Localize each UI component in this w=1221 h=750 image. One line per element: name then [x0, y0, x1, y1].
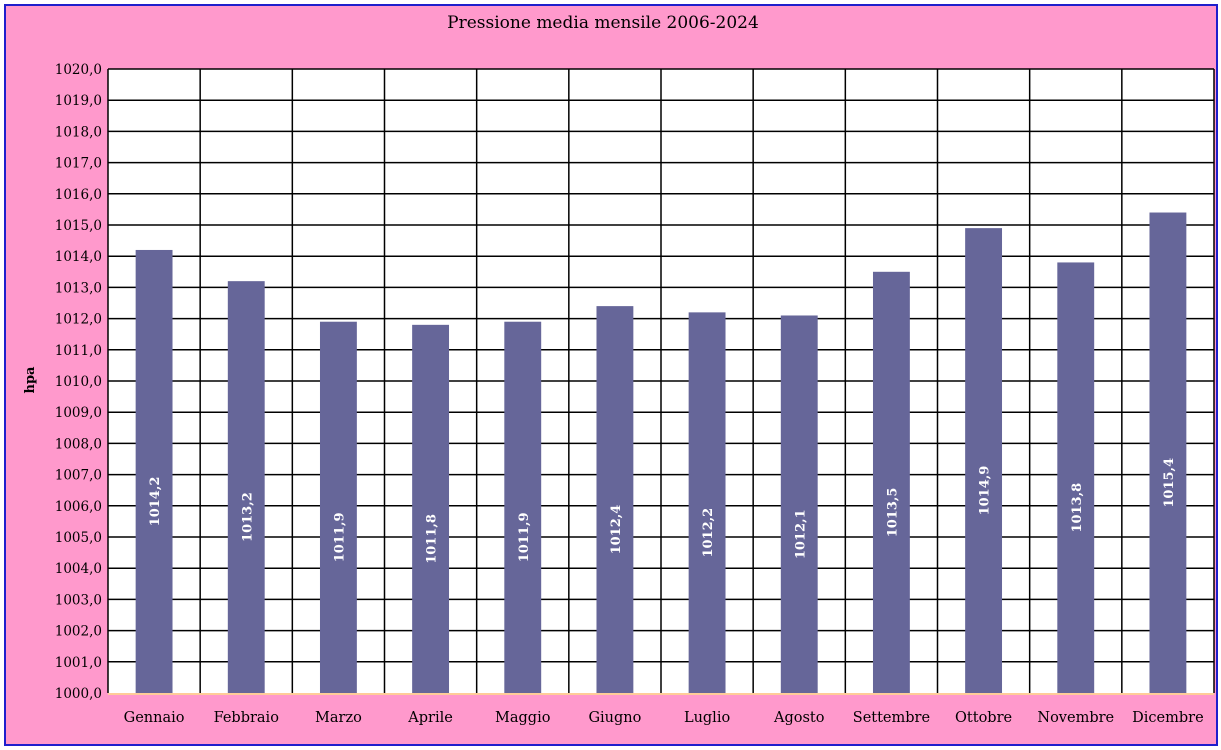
x-tick-label: Giugno [588, 710, 641, 726]
bar [1057, 262, 1095, 693]
y-tick-label: 1015,0 [55, 218, 102, 234]
x-tick-labels: Gennaio Febbraio Marzo Aprile Maggio Giugno Lu… [124, 710, 1204, 726]
chart-title: Pressione media mensile 2006-2024 [447, 13, 759, 33]
y-tick-label: 1006,0 [55, 499, 102, 515]
y-tick-label: 1011,0 [55, 343, 102, 359]
x-tick-label: Marzo [315, 710, 362, 726]
bar [688, 312, 726, 693]
bar-data-label: 1013,8 [1070, 483, 1085, 533]
x-tick-label: Febbraio [214, 710, 279, 726]
bar [1149, 212, 1187, 693]
y-tick-label: 1002,0 [55, 624, 102, 640]
x-tick-label: Settembre [853, 710, 930, 726]
bar [596, 306, 634, 693]
bar-data-label: 1014,9 [978, 466, 993, 516]
x-tick-label: Novembre [1037, 710, 1114, 726]
bar-data-label: 1013,5 [885, 488, 900, 538]
y-tick-label: 1020,0 [55, 62, 102, 78]
x-tick-label: Gennaio [124, 710, 185, 726]
bar [872, 271, 910, 693]
data-labels-layer: 1014,2 1013,2 1011,9 1011,8 1011,9 1012,4 1012… [148, 458, 1177, 564]
bar-data-label: 1011,8 [425, 514, 440, 564]
x-tick-label: Dicembre [1132, 710, 1204, 726]
y-tick-label: 1007,0 [55, 468, 102, 484]
x-tick-label: Agosto [773, 710, 824, 726]
y-tick-label: 1000,0 [55, 686, 102, 702]
bar [319, 321, 357, 693]
y-axis-label: hpa [23, 366, 38, 394]
bar [412, 324, 450, 693]
chart-svg: Pressione media mensile 2006-2024 hpa 10… [23, 13, 1215, 726]
y-tick-label: 1018,0 [55, 124, 102, 140]
bar-data-label: 1011,9 [517, 512, 532, 562]
bar-data-label: 1014,2 [148, 477, 163, 527]
y-tick-label: 1014,0 [55, 249, 102, 265]
bar [135, 249, 173, 693]
x-tick-label: Maggio [495, 710, 550, 726]
y-tick-label: 1017,0 [55, 156, 102, 172]
y-tick-label: 1009,0 [55, 405, 102, 421]
y-tick-label: 1019,0 [55, 93, 102, 109]
y-tick-label: 1004,0 [55, 561, 102, 577]
bar-data-label: 1015,4 [1162, 458, 1177, 508]
x-tick-label: Ottobre [955, 710, 1012, 726]
bar-data-label: 1012,1 [793, 509, 808, 559]
y-tick-label: 1010,0 [55, 374, 102, 390]
y-tick-label: 1003,0 [55, 592, 102, 608]
bars-layer [135, 212, 1187, 693]
bar [780, 315, 818, 693]
y-tick-label: 1013,0 [55, 280, 102, 296]
y-tick-label: 1012,0 [55, 312, 102, 328]
bar-data-label: 1012,2 [701, 508, 716, 558]
x-tick-label: Luglio [684, 710, 730, 726]
chart-frame: Pressione media mensile 2006-2024 hpa 10… [4, 4, 1218, 746]
x-tick-label: Aprile [407, 710, 453, 726]
y-tick-labels: 1000,0 1001,0 1002,0 1003,0 1004,0 1005,0 1006… [55, 62, 102, 702]
y-tick-label: 1008,0 [55, 436, 102, 452]
bar-data-label: 1013,2 [240, 492, 255, 542]
y-tick-label: 1001,0 [55, 655, 102, 671]
bar [504, 321, 542, 693]
bar-data-label: 1012,4 [609, 505, 624, 555]
y-tick-label: 1005,0 [55, 530, 102, 546]
bar [227, 281, 265, 693]
bar-data-label: 1011,9 [332, 512, 347, 562]
y-tick-label: 1016,0 [55, 187, 102, 203]
grid-layer [107, 68, 1215, 695]
bar [965, 228, 1003, 693]
